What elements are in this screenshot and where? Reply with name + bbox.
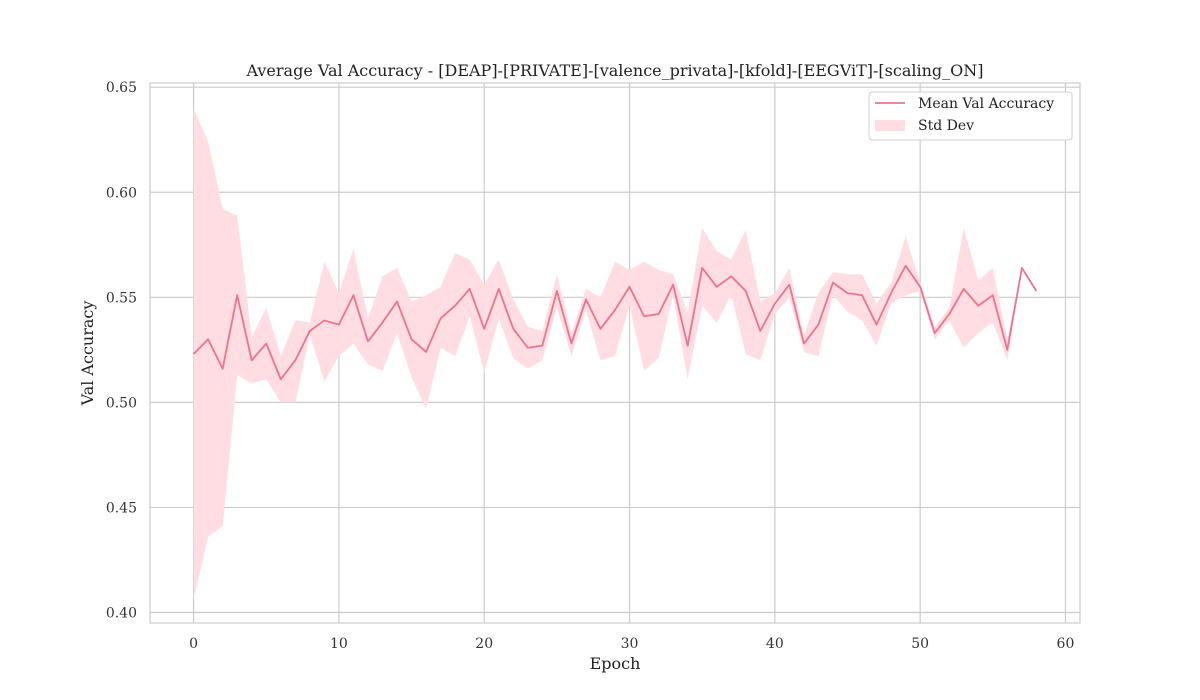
y-tick-label: 0.45 xyxy=(106,500,137,516)
x-axis-label: Epoch xyxy=(590,654,641,673)
plot-frame xyxy=(149,82,1081,624)
x-tick-label: 40 xyxy=(766,636,784,652)
legend-label-mean: Mean Val Accuracy xyxy=(918,96,1054,112)
x-tick-label: 20 xyxy=(475,636,493,652)
chart-title: Average Val Accuracy - [DEAP]-[PRIVATE]-… xyxy=(245,61,983,80)
y-tick-label: 0.65 xyxy=(106,80,137,96)
x-tick-label: 60 xyxy=(1057,636,1075,652)
x-tick-label: 10 xyxy=(330,636,348,652)
y-ticks: 0.40 0.45 0.50 0.55 0.60 0.65 xyxy=(106,80,137,621)
y-tick-label: 0.60 xyxy=(106,185,137,201)
std-dev-area xyxy=(193,108,1037,600)
x-tick-label: 0 xyxy=(189,636,198,652)
legend-box xyxy=(868,91,1073,141)
mean-line xyxy=(192,264,1038,381)
y-axis-label: Val Accuracy xyxy=(78,301,97,407)
std-dev-band xyxy=(193,108,1037,600)
x-ticks: 0 10 20 30 40 50 60 xyxy=(189,636,1074,652)
x-tick-label: 30 xyxy=(621,636,639,652)
x-tick-label: 50 xyxy=(911,636,929,652)
legend: Mean Val Accuracy Std Dev xyxy=(868,91,1073,141)
y-tick-label: 0.50 xyxy=(106,395,137,411)
legend-label-std: Std Dev xyxy=(918,118,974,134)
legend-band-swatch xyxy=(875,120,905,131)
mean-val-accuracy-line xyxy=(192,264,1038,381)
y-tick-label: 0.40 xyxy=(106,605,137,621)
y-tick-label: 0.55 xyxy=(106,290,137,306)
